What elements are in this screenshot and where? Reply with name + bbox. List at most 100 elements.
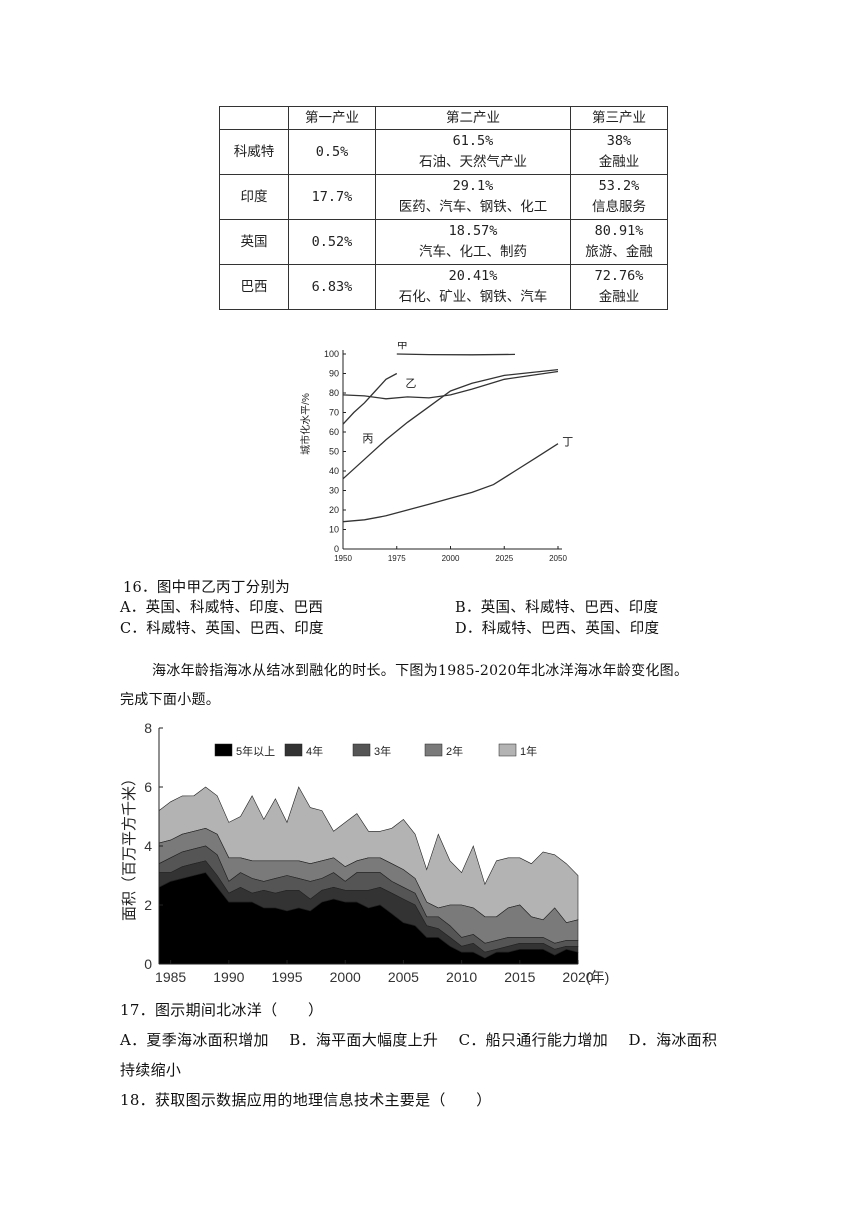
x-axis-unit-label: (年) — [586, 969, 609, 985]
table-cell-primary: 0.52% — [288, 219, 376, 265]
legend-label: 1年 — [520, 744, 537, 758]
y-tick-label: 40 — [329, 466, 339, 476]
question-17-options[interactable]: A．夏季海冰面积增加 B．海平面大幅度上升 C．船只通行能力增加 D．海冰面积 — [120, 1031, 718, 1049]
x-tick-label: 2015 — [504, 969, 535, 985]
x-tick-label: 2005 — [388, 969, 419, 985]
table-cell-tertiary: 72.76% 金融业 — [570, 264, 668, 310]
x-tick-label: 1985 — [155, 969, 186, 985]
table-cell-country: 英国 — [219, 219, 289, 265]
table-header-row: 第一产业 第二产业 第三产业 — [219, 106, 668, 130]
sea-ice-age-chart: 面积（百万平方千米） 0 2 4 6 8 1985 1990 1995 2000 2005 2010… — [121, 720, 609, 985]
y-tick-label: 20 — [329, 505, 339, 515]
legend-label: 4年 — [306, 744, 323, 758]
y-tick-label: 6 — [144, 779, 152, 795]
y-tick-label: 0 — [144, 956, 152, 972]
y-tick-label: 80 — [329, 388, 339, 398]
series-line — [342, 370, 559, 400]
secondary-pct: 20.41% — [448, 268, 498, 284]
table-cell-country: 印度 — [219, 174, 289, 220]
y-tick-label: 4 — [144, 838, 152, 854]
question-16-option-b[interactable]: B．英国、科威特、巴西、印度 — [455, 600, 659, 616]
table-cell-tertiary: 80.91% 旅游、金融 — [570, 219, 668, 265]
tertiary-desc: 旅游、金融 — [585, 244, 653, 260]
industry-table: 第一产业 第二产业 第三产业 科威特 0.5% 61.5% 石油、天然气产业 38… — [219, 106, 668, 310]
legend-swatch — [284, 743, 303, 757]
legend-swatch — [498, 743, 517, 757]
y-tick-label: 30 — [329, 486, 339, 496]
tertiary-desc: 金融业 — [598, 154, 640, 170]
table-header-corner — [219, 106, 289, 130]
question-17-stem: 17．图示期间北冰洋（ ） — [120, 1001, 324, 1019]
tertiary-desc: 信息服务 — [592, 199, 646, 215]
y-tick-label: 0 — [334, 544, 339, 554]
table-row: 印度 17.7% 29.1% 医药、汽车、钢铁、化工 53.2% 信息服务 — [219, 174, 668, 220]
x-tick-label: 2000 — [442, 554, 460, 563]
x-tick-label: 2000 — [330, 969, 361, 985]
y-tick-label: 10 — [329, 525, 339, 535]
secondary-desc: 汽车、化工、制药 — [419, 244, 527, 260]
table-header-tertiary: 第三产业 — [570, 106, 668, 130]
sea-ice-intro-line1: 海冰年龄指海冰从结冰到融化的时长。下图为1985-2020年北冰洋海冰年龄变化图… — [152, 663, 689, 679]
x-tick-label: 2025 — [495, 554, 513, 563]
series-label: 甲 — [397, 342, 408, 351]
series-label: 丙 — [362, 433, 373, 445]
legend-label: 2年 — [446, 744, 463, 758]
table-cell-country: 巴西 — [219, 264, 289, 310]
tertiary-pct: 80.91% — [594, 223, 644, 239]
x-tick-label: 1995 — [271, 969, 302, 985]
table-cell-secondary: 18.57% 汽车、化工、制药 — [375, 219, 571, 265]
y-tick-label: 90 — [329, 369, 339, 379]
question-17-option-d-continued: 持续缩小 — [120, 1061, 182, 1079]
x-tick-label: 1990 — [213, 969, 244, 985]
y-tick-label: 60 — [329, 427, 339, 437]
series-label: 丁 — [562, 437, 573, 449]
x-tick-label: 2020 — [562, 969, 593, 985]
question-16-option-d[interactable]: D．科威特、巴西、英国、印度 — [455, 621, 660, 637]
question-18-stem: 18．获取图示数据应用的地理信息技术主要是（ ） — [120, 1091, 492, 1109]
table-cell-tertiary: 53.2% 信息服务 — [570, 174, 668, 220]
x-tick-label: 1975 — [388, 554, 406, 563]
secondary-pct: 61.5% — [452, 133, 494, 149]
y-tick-label: 2 — [144, 897, 152, 913]
table-cell-secondary: 29.1% 医药、汽车、钢铁、化工 — [375, 174, 571, 220]
table-cell-secondary: 20.41% 石化、矿业、钢铁、汽车 — [375, 264, 571, 310]
tertiary-desc: 金融业 — [598, 289, 640, 305]
table-header-primary: 第一产业 — [288, 106, 376, 130]
table-header-secondary: 第二产业 — [375, 106, 571, 130]
sea-ice-intro-line2: 完成下面小题。 — [120, 692, 221, 708]
table-cell-primary: 17.7% — [288, 174, 376, 220]
secondary-pct: 18.57% — [448, 223, 498, 239]
series-line — [396, 353, 516, 356]
secondary-desc: 医药、汽车、钢铁、化工 — [398, 199, 548, 215]
table-cell-secondary: 61.5% 石油、天然气产业 — [375, 129, 571, 175]
table-cell-primary: 6.83% — [288, 264, 376, 310]
question-16-option-a[interactable]: A．英国、科威特、印度、巴西 — [120, 600, 324, 616]
tertiary-pct: 38% — [606, 133, 632, 149]
tertiary-pct: 53.2% — [598, 178, 640, 194]
legend-swatch — [352, 743, 371, 757]
x-tick-label: 2050 — [549, 554, 567, 563]
legend-swatch — [424, 743, 443, 757]
secondary-desc: 石化、矿业、钢铁、汽车 — [398, 289, 548, 305]
table-cell-primary: 0.5% — [288, 129, 376, 175]
urbanization-y-label: 城市化水平/% — [299, 393, 312, 455]
table-cell-tertiary: 38% 金融业 — [570, 129, 668, 175]
table-cell-country: 科威特 — [219, 129, 289, 175]
y-tick-label: 50 — [329, 447, 339, 457]
y-tick-label: 70 — [329, 408, 339, 418]
legend-swatch — [214, 743, 233, 757]
legend-label: 5年以上 — [236, 744, 275, 758]
series-label: 乙 — [405, 377, 416, 390]
x-tick-label: 1950 — [334, 554, 352, 563]
y-tick-label: 8 — [144, 720, 152, 736]
series-line — [342, 443, 559, 523]
x-tick-label: 2010 — [446, 969, 477, 985]
question-16-stem: 16．图中甲乙丙丁分别为 — [123, 580, 291, 596]
sea-ice-y-label: 面积（百万平方千米） — [121, 771, 138, 921]
table-row: 英国 0.52% 18.57% 汽车、化工、制药 80.91% 旅游、金融 — [219, 219, 668, 265]
legend-label: 3年 — [374, 744, 391, 758]
urbanization-chart: 城市化水平/% 0 10 20 30 40 50 60 70 80 90 100 1950 1975 20… — [299, 342, 573, 563]
secondary-pct: 29.1% — [452, 178, 494, 194]
question-16-option-c[interactable]: C．科威特、英国、巴西、印度 — [120, 621, 324, 637]
table-row: 科威特 0.5% 61.5% 石油、天然气产业 38% 金融业 — [219, 129, 668, 175]
